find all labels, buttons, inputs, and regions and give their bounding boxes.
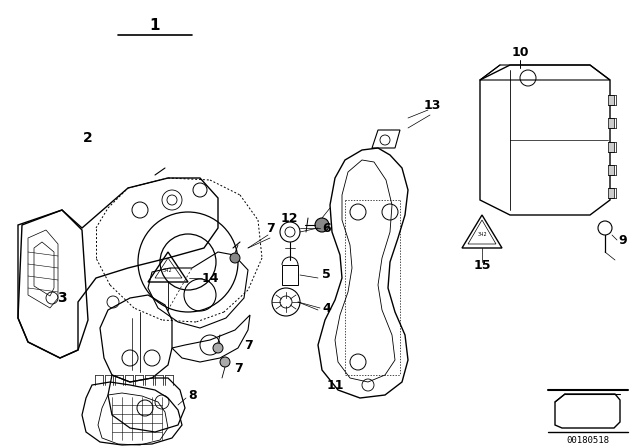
Ellipse shape	[213, 343, 223, 353]
Text: 13: 13	[423, 99, 441, 112]
Text: 10: 10	[511, 46, 529, 59]
Text: 6: 6	[322, 221, 331, 234]
Text: ЗЧ2: ЗЧ2	[477, 232, 487, 237]
FancyBboxPatch shape	[608, 142, 614, 152]
Text: 15: 15	[473, 258, 491, 271]
Ellipse shape	[220, 357, 230, 367]
Text: ЗЧ2: ЗЧ2	[162, 267, 172, 272]
Text: 8: 8	[188, 388, 196, 401]
FancyBboxPatch shape	[608, 165, 614, 175]
FancyBboxPatch shape	[608, 95, 614, 105]
FancyBboxPatch shape	[608, 118, 614, 128]
Text: 7: 7	[244, 339, 252, 352]
Text: 3: 3	[57, 291, 67, 305]
Text: 9: 9	[618, 233, 627, 246]
Text: 7: 7	[266, 221, 275, 234]
Text: 4: 4	[322, 302, 331, 314]
Text: 7: 7	[234, 362, 243, 375]
Text: 1: 1	[150, 17, 160, 33]
Text: 11: 11	[326, 379, 344, 392]
Text: 5: 5	[322, 268, 331, 281]
Ellipse shape	[230, 253, 240, 263]
Text: 00180518: 00180518	[566, 435, 609, 444]
Text: 2: 2	[83, 131, 93, 145]
Text: 14: 14	[202, 271, 220, 284]
Text: 12: 12	[280, 211, 298, 224]
FancyBboxPatch shape	[608, 188, 614, 198]
Ellipse shape	[315, 218, 329, 232]
